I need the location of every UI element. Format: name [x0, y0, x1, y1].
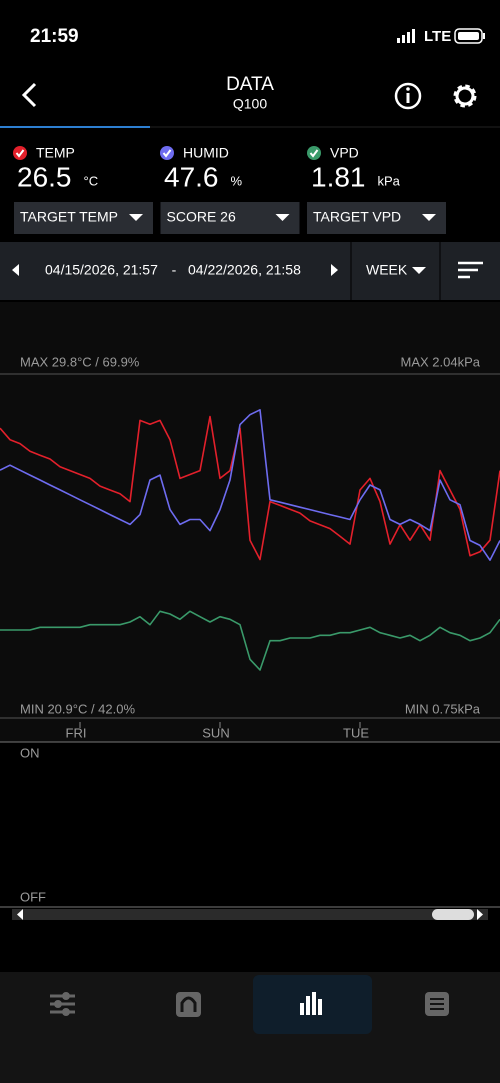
- reading-label: HUMID: [183, 145, 229, 161]
- x-axis-band: [0, 722, 500, 742]
- dropdown-arrow: [422, 214, 436, 221]
- series-line: [0, 415, 500, 561]
- range-end: 04/22/2026, 21:58: [188, 262, 301, 278]
- header-title: DATA: [226, 74, 274, 95]
- settings-button[interactable]: [453, 84, 477, 108]
- period-select[interactable]: WEEK: [366, 262, 408, 278]
- reading-unit: %: [231, 173, 243, 188]
- state-off: OFF: [20, 889, 46, 904]
- min-right-label: MIN 0.75kPa: [405, 701, 481, 716]
- reading-value: 1.81: [311, 161, 366, 192]
- signal-icon: [397, 29, 415, 43]
- dropdown-label: TARGET VPD: [313, 209, 401, 225]
- x-tick-label: TUE: [343, 725, 369, 740]
- state-on: ON: [20, 745, 40, 760]
- x-tick-label: SUN: [202, 725, 229, 740]
- tab-menu[interactable]: [425, 992, 449, 1016]
- tab-bar: [0, 972, 500, 1083]
- back-button[interactable]: [21, 82, 37, 108]
- tab-auto[interactable]: [176, 992, 201, 1017]
- range-separator: -: [172, 262, 177, 278]
- dropdown-arrow: [275, 214, 290, 221]
- reading-checkmark: [162, 149, 172, 158]
- tab-controls[interactable]: [50, 992, 75, 1016]
- sort-button[interactable]: [458, 261, 483, 279]
- dropdown-box: [160, 202, 300, 234]
- dropdown[interactable]: TARGET TEMP: [14, 202, 153, 234]
- reading-unit: kPa: [378, 173, 401, 188]
- chart-area: [0, 302, 500, 722]
- reading-label: TEMP: [36, 145, 75, 161]
- scroll-left[interactable]: [17, 909, 23, 920]
- dropdown[interactable]: TARGET VPD: [307, 202, 446, 234]
- max-right-label: MAX 2.04kPa: [401, 354, 481, 369]
- reading-value: 47.6: [164, 161, 219, 192]
- dropdown-arrow: [129, 214, 143, 221]
- scroll-right[interactable]: [477, 909, 483, 920]
- battery-icon: [454, 28, 485, 44]
- series-line: [0, 610, 500, 671]
- series-line: [0, 409, 500, 561]
- scroll-thumb[interactable]: [432, 909, 474, 920]
- reading-label: VPD: [330, 145, 359, 161]
- status-network: LTE: [424, 28, 451, 45]
- header-subtitle: Q100: [233, 96, 267, 112]
- max-left-label: MAX 29.8°C / 69.9%: [20, 354, 140, 369]
- prev-button[interactable]: [12, 264, 19, 276]
- dropdowns: TARGET TEMP SCORE 26 TARGET VPD: [14, 202, 446, 234]
- reading-unit: °C: [84, 173, 99, 188]
- scrollbar[interactable]: [12, 909, 488, 920]
- status-time: 21:59: [30, 26, 79, 47]
- tab-data[interactable]: [300, 992, 322, 1015]
- min-left-label: MIN 20.9°C / 42.0%: [20, 701, 135, 716]
- dropdown-label: SCORE 26: [167, 209, 236, 225]
- dropdown-label: TARGET TEMP: [20, 209, 118, 225]
- info-button[interactable]: [394, 82, 422, 110]
- plot: [0, 409, 500, 671]
- dropdown-box: [14, 202, 153, 234]
- reading-check: [307, 146, 321, 160]
- range-start: 04/15/2026, 21:57: [45, 262, 158, 278]
- dropdown[interactable]: SCORE 26: [160, 202, 300, 234]
- dropdown-box: [307, 202, 446, 234]
- x-tick-label: FRI: [66, 725, 87, 740]
- period-arrow: [412, 267, 426, 274]
- reading-value: 26.5: [17, 161, 72, 192]
- reading-checkmark: [309, 149, 319, 158]
- x-axis: FRI SUN TUE: [66, 722, 369, 740]
- reading-checkmark: [15, 149, 25, 158]
- next-button[interactable]: [331, 264, 338, 276]
